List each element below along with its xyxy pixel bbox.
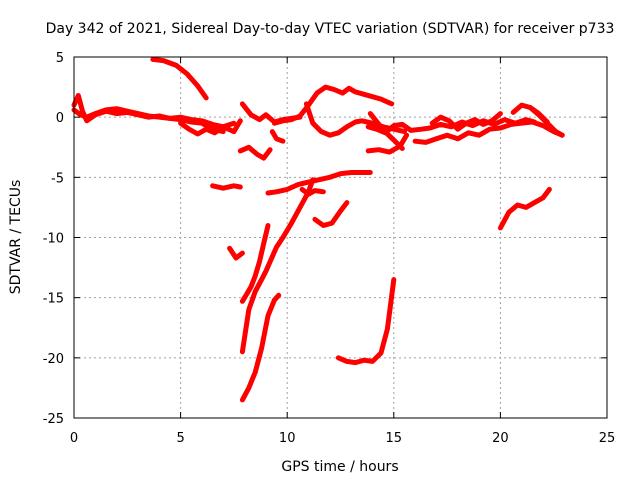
data-series-track-22 — [429, 111, 503, 132]
data-series-track-12 — [312, 200, 350, 228]
x-axis: 0 5 10 15 20 25 — [70, 57, 615, 446]
data-series-track-15 — [239, 292, 282, 403]
data-series-track-25 — [497, 186, 552, 231]
x-tick-label: 5 — [176, 431, 184, 446]
y-tick-label: -25 — [43, 412, 64, 427]
y-tick-label: 0 — [56, 111, 64, 126]
chart-title: Day 342 of 2021, Sidereal Day-to-day VTE… — [46, 21, 615, 37]
x-axis-title: GPS time / hours — [281, 459, 398, 475]
data-series-track-08 — [210, 183, 243, 191]
data-series-track-17 — [303, 101, 407, 138]
data-series-track-26 — [335, 277, 397, 366]
x-tick-label: 0 — [70, 431, 78, 446]
y-tick-label: 5 — [56, 51, 64, 66]
data-series-track-03 — [150, 56, 209, 101]
data-series-track-21 — [412, 119, 565, 145]
data-series-track-24 — [527, 105, 565, 138]
data-series-track-20 — [367, 111, 405, 151]
y-tick-label: -15 — [43, 292, 64, 307]
data-series-track-02 — [71, 106, 226, 135]
x-tick-label: 10 — [279, 431, 296, 446]
data-series-track-07 — [269, 129, 286, 144]
x-tick-label: 20 — [492, 431, 509, 446]
data-series-track-14 — [239, 223, 271, 304]
series-layer — [71, 56, 565, 403]
data-series-track-06 — [237, 144, 273, 161]
x-tick-label: 25 — [599, 431, 616, 446]
data-series-track-18 — [365, 117, 537, 136]
y-tick-label: -20 — [43, 352, 64, 367]
data-series-track-11 — [299, 186, 326, 197]
x-tick-label: 15 — [386, 431, 403, 446]
y-axis-title: SDTVAR / TECUs — [8, 180, 24, 295]
y-tick-label: -10 — [43, 232, 64, 247]
y-tick-label: -5 — [51, 171, 64, 186]
data-series-track-13 — [239, 177, 316, 355]
y-axis: -25 -20 -15 -10 -5 0 5 — [43, 51, 607, 427]
data-series-track-19 — [365, 132, 410, 155]
data-series-track-09 — [227, 245, 245, 261]
data-series-track-10 — [265, 170, 373, 196]
data-series-track-04 — [178, 118, 243, 137]
data-series-track-16 — [271, 84, 395, 126]
